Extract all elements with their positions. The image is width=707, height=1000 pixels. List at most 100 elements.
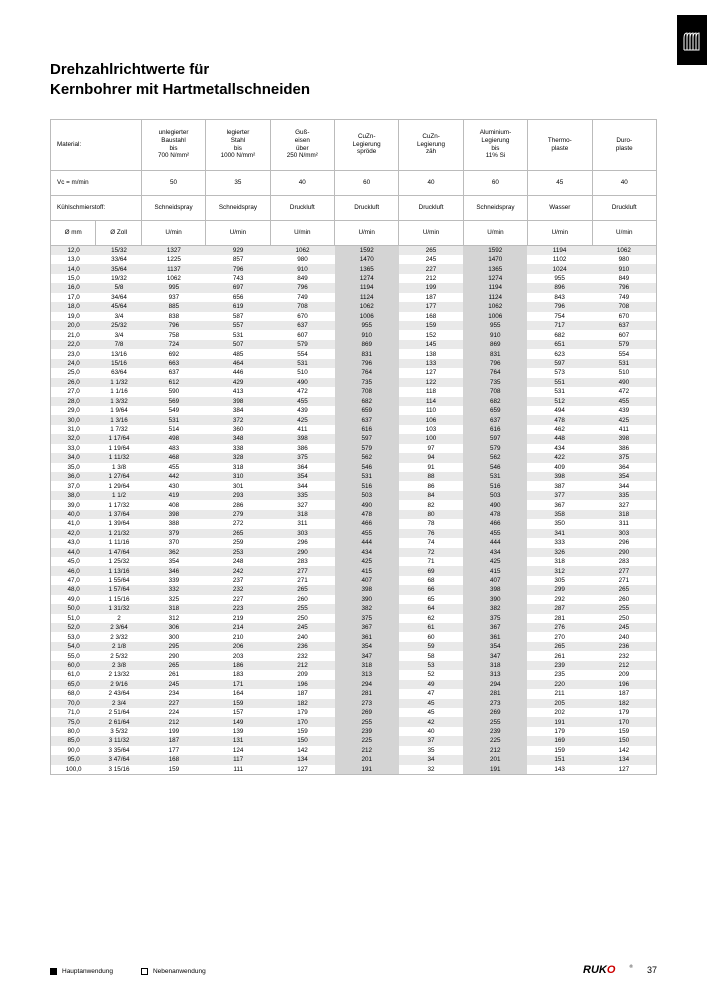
cell-zoll: 2 3/32 xyxy=(96,632,141,641)
cell-value: 637 xyxy=(592,321,656,330)
cell-mm: 21,0 xyxy=(51,330,96,339)
cell-value: 408 xyxy=(142,500,206,509)
cell-value: 273 xyxy=(463,699,527,708)
cell-value: 455 xyxy=(270,397,334,406)
material-col-0: unlegierterBaustahlbis700 N/mm² xyxy=(141,119,205,170)
cell-value: 127 xyxy=(270,765,334,774)
cell-value: 236 xyxy=(270,642,334,651)
cell-value: 425 xyxy=(592,415,656,424)
cell-value: 232 xyxy=(592,651,656,660)
cell-zoll: 3/4 xyxy=(96,312,141,321)
cell-value: 118 xyxy=(399,387,463,396)
cell-value: 361 xyxy=(463,632,527,641)
cell-value: 159 xyxy=(270,727,334,736)
cell-value: 186 xyxy=(206,661,270,670)
cell-value: 261 xyxy=(527,651,591,660)
cell-zoll: 1 11/32 xyxy=(96,453,141,462)
cell-value: 409 xyxy=(527,463,591,472)
cell-value: 637 xyxy=(142,368,206,377)
cell-value: 94 xyxy=(399,453,463,462)
cell-value: 637 xyxy=(335,415,399,424)
cell-mm: 48,0 xyxy=(51,585,96,594)
cell-zoll: 1 7/32 xyxy=(96,425,141,434)
cell-value: 569 xyxy=(142,397,206,406)
cell-mm: 37,0 xyxy=(51,481,96,490)
legend-main: Hauptanwendung xyxy=(50,968,113,975)
cell-value: 764 xyxy=(335,368,399,377)
cell-value: 796 xyxy=(527,302,591,311)
cell-mm: 30,0 xyxy=(51,415,96,424)
cell-mm: 61,0 xyxy=(51,670,96,679)
cell-value: 464 xyxy=(206,359,270,368)
cell-zoll: 1 29/64 xyxy=(96,481,141,490)
cell-mm: 14,0 xyxy=(51,264,96,273)
cell-value: 354 xyxy=(463,642,527,651)
cell-zoll: 1 1/2 xyxy=(96,491,141,500)
cell-value: 281 xyxy=(463,689,527,698)
cell-mm: 26,0 xyxy=(51,378,96,387)
cell-value: 411 xyxy=(592,425,656,434)
cell-value: 110 xyxy=(399,406,463,415)
cell-zoll: 2 43/64 xyxy=(96,689,141,698)
table-row: 47,01 55/6433923727140768407305271 xyxy=(51,576,656,585)
table-row: 46,01 13/1634624227741569415312277 xyxy=(51,566,656,575)
table-row: 20,025/32796557637955159955717637 xyxy=(51,321,656,330)
cell-mm: 43,0 xyxy=(51,538,96,547)
cell-value: 682 xyxy=(527,330,591,339)
cell-value: 531 xyxy=(335,472,399,481)
title-line-1: Drehzahlrichtwerte für xyxy=(50,61,209,78)
table-row: 24,015/16663464531796133796597531 xyxy=(51,359,656,368)
cell-value: 448 xyxy=(527,434,591,443)
cell-value: 849 xyxy=(592,274,656,283)
cell-value: 554 xyxy=(592,349,656,358)
cell-mm: 53,0 xyxy=(51,632,96,641)
cell-value: 462 xyxy=(527,425,591,434)
cell-value: 1470 xyxy=(463,255,527,264)
cell-value: 327 xyxy=(592,500,656,509)
cell-value: 227 xyxy=(399,264,463,273)
cell-value: 372 xyxy=(206,415,270,424)
cell-mm: 65,0 xyxy=(51,680,96,689)
cell-value: 796 xyxy=(270,283,334,292)
cell-value: 318 xyxy=(463,661,527,670)
cell-mm: 75,0 xyxy=(51,717,96,726)
cell-value: 348 xyxy=(206,434,270,443)
cell-value: 386 xyxy=(270,444,334,453)
cell-value: 183 xyxy=(206,670,270,679)
cell-value: 407 xyxy=(463,576,527,585)
cell-value: 367 xyxy=(335,623,399,632)
cell-value: 708 xyxy=(463,387,527,396)
svg-text:®: ® xyxy=(629,963,633,969)
cell-value: 312 xyxy=(527,566,591,575)
cell-mm: 41,0 xyxy=(51,519,96,528)
cell-value: 623 xyxy=(527,349,591,358)
cell-value: 425 xyxy=(270,415,334,424)
cell-value: 735 xyxy=(335,378,399,387)
cell-value: 708 xyxy=(270,302,334,311)
cell-value: 106 xyxy=(399,415,463,424)
cell-value: 549 xyxy=(142,406,206,415)
table-row: 31,01 7/32514360411616103616462411 xyxy=(51,425,656,434)
cell-value: 287 xyxy=(527,604,591,613)
cell-value: 616 xyxy=(463,425,527,434)
cell-value: 341 xyxy=(527,529,591,538)
cell-value: 796 xyxy=(335,359,399,368)
cell-value: 139 xyxy=(206,727,270,736)
cell-value: 375 xyxy=(592,453,656,462)
cell-value: 269 xyxy=(335,708,399,717)
cell-value: 134 xyxy=(270,755,334,764)
table-row: 52,02 3/6430621424536761367276245 xyxy=(51,623,656,632)
cell-value: 546 xyxy=(463,463,527,472)
cell-value: 980 xyxy=(592,255,656,264)
cell-mm: 31,0 xyxy=(51,425,96,434)
material-col-2: Guß-eisenüber250 N/mm² xyxy=(270,119,334,170)
cell-value: 838 xyxy=(142,312,206,321)
cell-value: 142 xyxy=(592,746,656,755)
cell-value: 65 xyxy=(399,595,463,604)
cell-value: 199 xyxy=(399,283,463,292)
cell-value: 656 xyxy=(206,293,270,302)
cell-value: 71 xyxy=(399,557,463,566)
coolant-0: Schneidspray xyxy=(141,195,205,220)
cell-mm: 44,0 xyxy=(51,548,96,557)
cell-value: 150 xyxy=(270,736,334,745)
